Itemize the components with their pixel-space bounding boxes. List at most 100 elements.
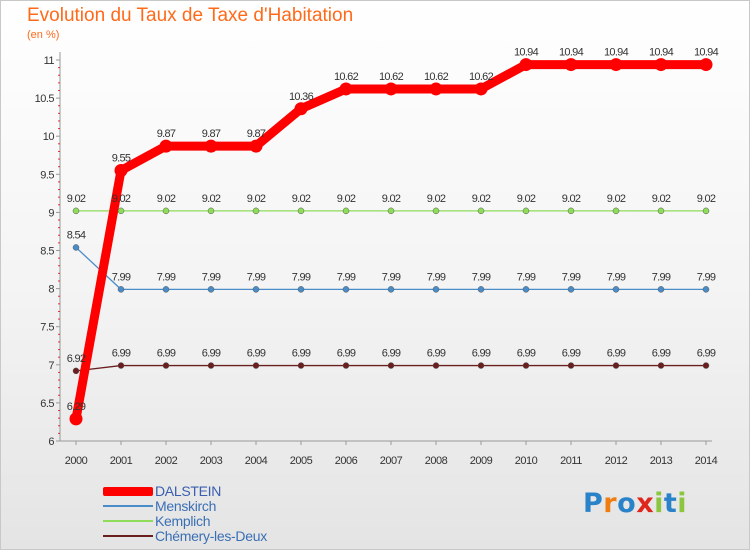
data-point <box>252 207 260 215</box>
x-tick-label: 2005 <box>290 455 313 467</box>
logo-letter: i <box>654 488 664 519</box>
logo-letter: r <box>603 488 618 519</box>
x-tick-label: 2006 <box>335 455 358 467</box>
data-label: 10.94 <box>559 47 584 59</box>
data-point <box>114 163 128 177</box>
data-label: 6.99 <box>202 348 221 360</box>
data-point <box>117 207 125 215</box>
data-point <box>162 362 170 369</box>
data-label: 6.92 <box>67 353 86 365</box>
legend-swatch <box>103 520 153 522</box>
data-label: 9.02 <box>697 193 716 205</box>
data-label: 9.87 <box>202 128 221 140</box>
data-point <box>387 207 395 215</box>
data-label: 9.02 <box>607 193 626 205</box>
data-point <box>432 286 440 293</box>
data-label: 9.02 <box>337 193 356 205</box>
data-label: 9.02 <box>157 193 176 205</box>
data-point <box>699 58 713 72</box>
data-label: 9.87 <box>247 128 266 140</box>
data-label: 6.99 <box>607 348 626 360</box>
data-point <box>207 286 215 293</box>
data-point <box>432 362 440 369</box>
data-point <box>252 286 260 293</box>
data-point <box>384 82 398 96</box>
legend-swatch <box>103 505 153 507</box>
chart-title: Evolution du Taux de Taxe d'Habitation <box>27 5 354 26</box>
x-tick-label: 2002 <box>155 455 178 467</box>
data-label: 6.99 <box>472 348 491 360</box>
data-label: 7.99 <box>607 271 626 283</box>
x-tick-label: 2010 <box>515 455 538 467</box>
data-point <box>339 82 353 96</box>
legend-label: DALSTEIN <box>155 483 222 499</box>
data-point <box>567 207 575 215</box>
data-label: 7.99 <box>202 271 221 283</box>
data-point <box>564 58 578 72</box>
data-point <box>342 286 350 293</box>
data-point <box>69 412 83 426</box>
y-tick-label: 10.5 <box>35 93 55 105</box>
x-tick-label: 2007 <box>380 455 403 467</box>
data-label: 7.99 <box>427 271 446 283</box>
data-point <box>612 362 620 369</box>
y-tick-label: 11 <box>44 55 55 67</box>
data-label: 7.99 <box>652 271 671 283</box>
data-point <box>204 139 218 153</box>
data-point <box>249 139 263 153</box>
data-point <box>702 207 710 215</box>
legend-swatch <box>103 535 153 537</box>
data-point <box>162 207 170 215</box>
data-point <box>207 362 215 369</box>
data-point <box>702 286 710 293</box>
data-point <box>612 286 620 293</box>
data-label: 10.62 <box>379 71 404 83</box>
y-tick-label: 7 <box>48 360 54 372</box>
logo-letter: t <box>663 488 678 519</box>
data-label: 9.02 <box>292 193 311 205</box>
data-label: 10.62 <box>334 71 359 83</box>
data-point <box>117 286 125 293</box>
data-point <box>654 58 668 72</box>
logo-letter: P <box>583 488 604 519</box>
data-label: 9.02 <box>562 193 581 205</box>
chart-subtitle: (en %) <box>27 29 60 41</box>
legend-label: Chémery-les-Deux <box>155 528 267 544</box>
data-label: 7.99 <box>472 271 491 283</box>
data-label: 9.02 <box>472 193 491 205</box>
data-point <box>567 362 575 369</box>
data-label: 7.99 <box>157 271 176 283</box>
y-tick-label: 9.5 <box>40 169 54 181</box>
data-label: 8.54 <box>67 229 86 241</box>
x-tick-label: 2012 <box>605 455 628 467</box>
data-label: 9.02 <box>112 193 131 205</box>
x-tick-label: 2008 <box>425 455 448 467</box>
data-point <box>522 207 530 215</box>
data-point <box>252 362 260 369</box>
data-label: 9.55 <box>112 152 131 164</box>
data-label: 10.62 <box>424 71 449 83</box>
data-label: 10.94 <box>514 47 539 59</box>
data-point <box>432 207 440 215</box>
data-label: 9.02 <box>67 193 86 205</box>
data-label: 10.94 <box>649 47 674 59</box>
legend-label: Menskirch <box>155 498 217 514</box>
data-point <box>297 362 305 369</box>
data-label: 10.94 <box>694 47 719 59</box>
data-point <box>342 207 350 215</box>
data-point <box>657 286 665 293</box>
data-point <box>477 362 485 369</box>
data-label: 7.99 <box>562 271 581 283</box>
data-label: 6.99 <box>382 348 401 360</box>
x-tick-label: 2004 <box>245 455 268 467</box>
y-tick-label: 10 <box>43 131 55 143</box>
data-label: 6.99 <box>247 348 266 360</box>
data-point <box>72 244 80 251</box>
data-point <box>477 207 485 215</box>
data-point <box>702 362 710 369</box>
y-tick-label: 6.5 <box>40 398 54 410</box>
logo-letter: i <box>677 488 688 519</box>
data-label: 7.99 <box>247 271 266 283</box>
data-label: 7.99 <box>382 271 401 283</box>
